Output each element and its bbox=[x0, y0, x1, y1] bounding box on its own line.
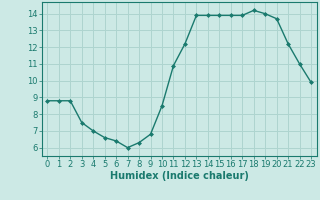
X-axis label: Humidex (Indice chaleur): Humidex (Indice chaleur) bbox=[110, 171, 249, 181]
